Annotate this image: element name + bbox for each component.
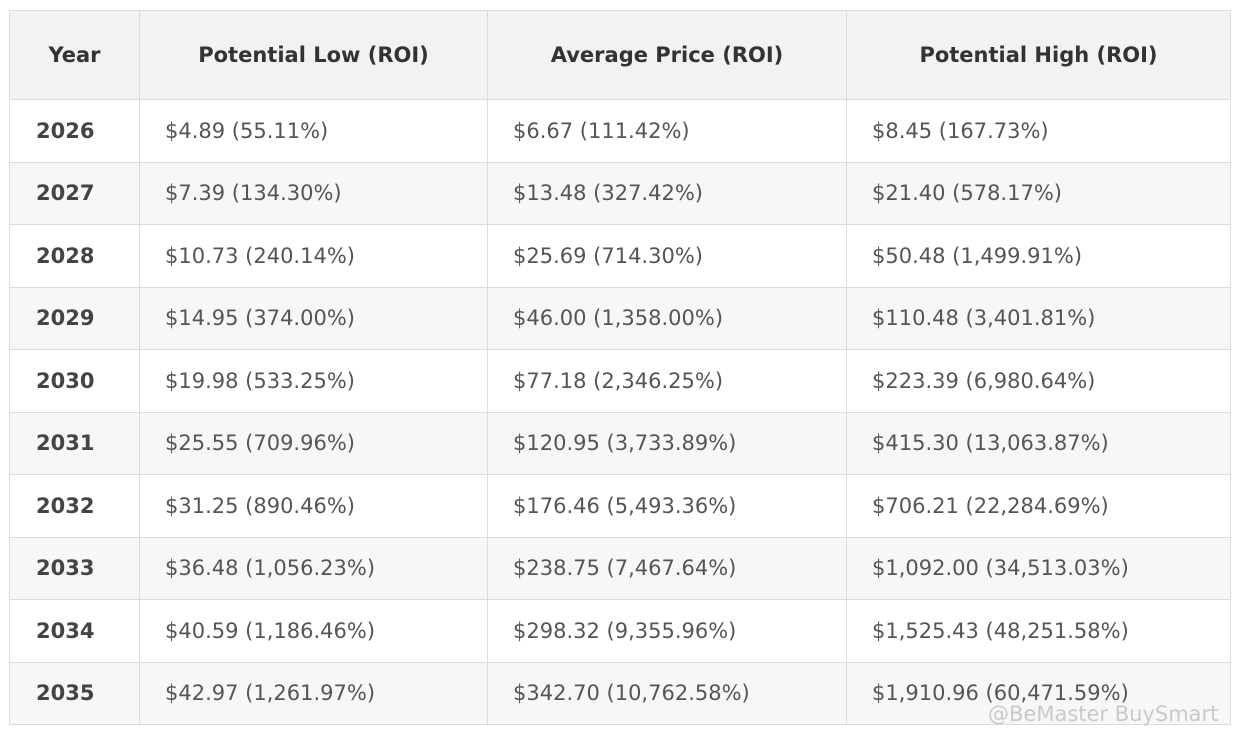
value-cell: $13.48 (327.42%) <box>487 161 847 225</box>
value-cell: $415.30 (13,063.87%) <box>846 411 1231 475</box>
year-cell: 2030 <box>9 349 140 413</box>
value-cell: $8.45 (167.73%) <box>846 99 1231 163</box>
year-cell: 2026 <box>9 99 140 163</box>
year-cell: 2033 <box>9 536 140 600</box>
table-body: 2026 $4.89 (55.11%) $6.67 (111.42%) $8.45 (… <box>9 99 1231 725</box>
value-cell: $40.59 (1,186.46%) <box>139 599 488 663</box>
value-cell: $1,525.43 (48,251.58%) <box>846 599 1231 663</box>
value-cell: $342.70 (10,762.58%) <box>487 661 847 725</box>
value-cell: $1,092.00 (34,513.03%) <box>846 536 1231 600</box>
value-cell: $176.46 (5,493.36%) <box>487 474 847 538</box>
watermark: @BeMaster BuySmart <box>988 702 1219 726</box>
value-cell: $25.55 (709.96%) <box>139 411 488 475</box>
table-row: 2034 $40.59 (1,186.46%) $298.32 (9,355.96%… <box>9 599 1231 663</box>
header-row: Year Potential Low (ROI) Average Price (RO… <box>9 10 1231 100</box>
value-cell: $110.48 (3,401.81%) <box>846 286 1231 350</box>
value-cell: $31.25 (890.46%) <box>139 474 488 538</box>
value-cell: $14.95 (374.00%) <box>139 286 488 350</box>
header-cell: Potential High (ROI) <box>846 10 1231 100</box>
value-cell: $77.18 (2,346.25%) <box>487 349 847 413</box>
year-cell: 2032 <box>9 474 140 538</box>
table-row: 2033 $36.48 (1,056.23%) $238.75 (7,467.64%… <box>9 536 1231 600</box>
year-cell: 2035 <box>9 661 140 725</box>
value-cell: $223.39 (6,980.64%) <box>846 349 1231 413</box>
value-cell: $298.32 (9,355.96%) <box>487 599 847 663</box>
value-cell: $21.40 (578.17%) <box>846 161 1231 225</box>
value-cell: $19.98 (533.25%) <box>139 349 488 413</box>
value-cell: $42.97 (1,261.97%) <box>139 661 488 725</box>
price-table: Year Potential Low (ROI) Average Price (RO… <box>9 10 1231 725</box>
value-cell: $36.48 (1,056.23%) <box>139 536 488 600</box>
value-cell: $50.48 (1,499.91%) <box>846 224 1231 288</box>
value-cell: $10.73 (240.14%) <box>139 224 488 288</box>
value-cell: $46.00 (1,358.00%) <box>487 286 847 350</box>
value-cell: $238.75 (7,467.64%) <box>487 536 847 600</box>
header-cell: Year <box>9 10 140 100</box>
header-cell: Average Price (ROI) <box>487 10 847 100</box>
value-cell: $4.89 (55.11%) <box>139 99 488 163</box>
year-cell: 2029 <box>9 286 140 350</box>
table-row: 2026 $4.89 (55.11%) $6.67 (111.42%) $8.45 (… <box>9 99 1231 163</box>
value-cell: $120.95 (3,733.89%) <box>487 411 847 475</box>
year-cell: 2027 <box>9 161 140 225</box>
year-cell: 2034 <box>9 599 140 663</box>
table-row: 2032 $31.25 (890.46%) $176.46 (5,493.36%) $… <box>9 474 1231 538</box>
table-row: 2030 $19.98 (533.25%) $77.18 (2,346.25%) $2… <box>9 349 1231 413</box>
value-cell: $25.69 (714.30%) <box>487 224 847 288</box>
year-cell: 2031 <box>9 411 140 475</box>
table-row: 2031 $25.55 (709.96%) $120.95 (3,733.89%) $… <box>9 411 1231 475</box>
year-cell: 2028 <box>9 224 140 288</box>
value-cell: $7.39 (134.30%) <box>139 161 488 225</box>
value-cell: $6.67 (111.42%) <box>487 99 847 163</box>
table-row: 2035 $42.97 (1,261.97%) $342.70 (10,762.58… <box>9 661 1231 725</box>
header-cell: Potential Low (ROI) <box>139 10 488 100</box>
table-row: 2028 $10.73 (240.14%) $25.69 (714.30%) $50.… <box>9 224 1231 288</box>
table-row: 2029 $14.95 (374.00%) $46.00 (1,358.00%) $1… <box>9 286 1231 350</box>
value-cell: $706.21 (22,284.69%) <box>846 474 1231 538</box>
table-row: 2027 $7.39 (134.30%) $13.48 (327.42%) $21.4… <box>9 161 1231 225</box>
value-cell: $1,910.96 (60,471.59%) <box>846 661 1231 725</box>
